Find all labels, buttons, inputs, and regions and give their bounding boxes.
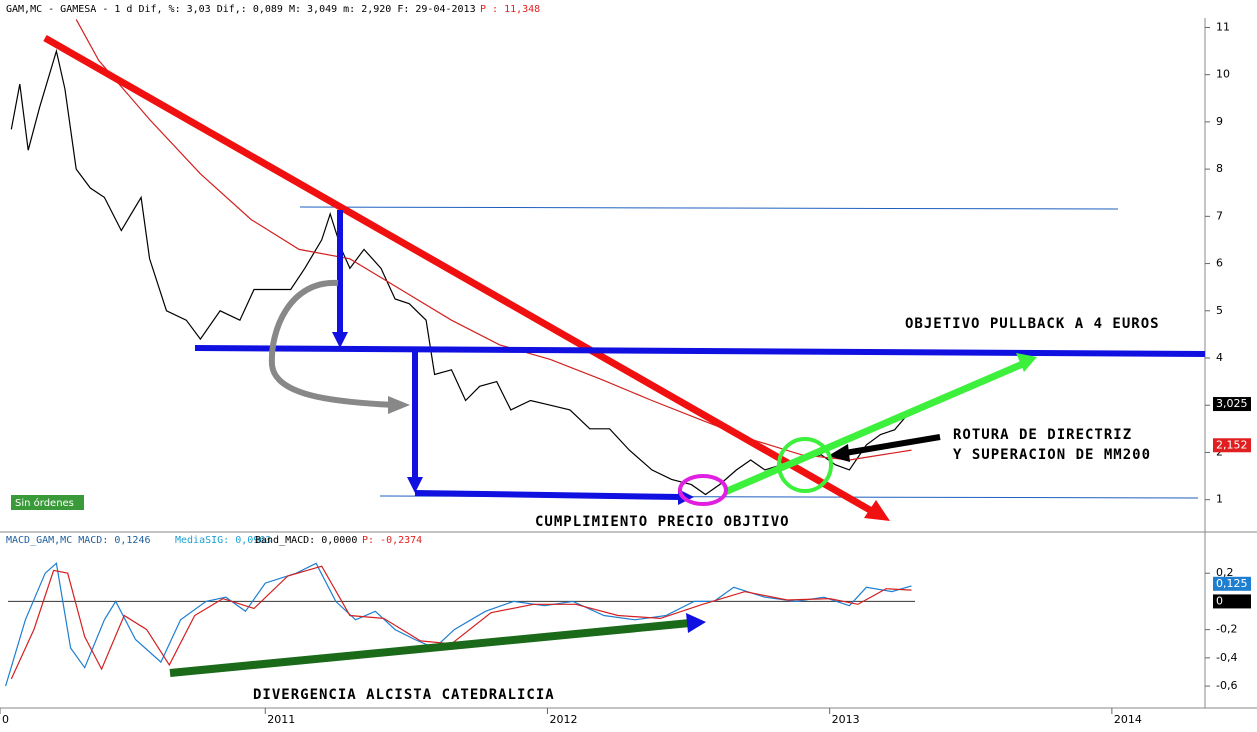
y-tick-label: 4 bbox=[1216, 351, 1223, 364]
arrow bbox=[844, 434, 941, 456]
macd-header: MACD_GAM,MC MACD: 0,1246 bbox=[6, 535, 151, 546]
y-tick-label: 6 bbox=[1216, 257, 1223, 270]
arrowhead bbox=[388, 396, 410, 414]
last-value-label: 0,125 bbox=[1216, 577, 1248, 590]
level-line bbox=[299, 206, 1119, 210]
x-tick-label: 2013 bbox=[832, 713, 860, 726]
x-tick-label: 2014 bbox=[1114, 713, 1142, 726]
pullback-line bbox=[194, 345, 1206, 357]
header: GAM,MC - GAMESA - 1 d Dif, %: 3,03 Dif,:… bbox=[6, 4, 476, 15]
y-tick-label: 11 bbox=[1216, 20, 1230, 33]
annotation: ROTURA DE DIRECTRIZ bbox=[953, 427, 1132, 443]
arrowhead bbox=[864, 500, 890, 521]
arrowhead bbox=[1016, 353, 1037, 372]
y-tick-label: -0,6 bbox=[1216, 679, 1237, 692]
annotation: OBJETIVO PULLBACK A 4 EUROS bbox=[905, 316, 1160, 332]
annotation: CUMPLIMIENTO PRECIO OBJTIVO bbox=[535, 514, 790, 530]
last-value-box bbox=[1213, 438, 1251, 453]
annotation: DIVERGENCIA ALCISTA CATEDRALICIA bbox=[253, 687, 555, 703]
series-line bbox=[5, 562, 912, 687]
y-tick-label: 7 bbox=[1216, 209, 1223, 222]
badge bbox=[11, 495, 84, 510]
series-line bbox=[10, 48, 912, 496]
y-tick-label: 1 bbox=[1216, 493, 1223, 506]
badge-text: Sin órdenes bbox=[15, 497, 74, 509]
circle bbox=[777, 437, 833, 493]
circle bbox=[678, 474, 728, 506]
last-value-box bbox=[1213, 594, 1251, 609]
last-value-label: 3,025 bbox=[1216, 397, 1248, 410]
arrow bbox=[169, 619, 691, 677]
y-tick-label: 9 bbox=[1216, 115, 1223, 128]
y-tick-label: 5 bbox=[1216, 304, 1223, 317]
arrowhead bbox=[407, 477, 423, 493]
x-tick-label: 2011 bbox=[267, 713, 295, 726]
macd-header: MediaSIG: 0,0963 bbox=[175, 535, 271, 546]
arrowhead bbox=[332, 332, 348, 348]
x-tick-label: 2012 bbox=[549, 713, 577, 726]
macd-header: P: -0,2374 bbox=[362, 535, 422, 546]
trendline bbox=[43, 34, 872, 514]
macd-header: Band_MACD: 0,0000 bbox=[255, 535, 357, 546]
y-tick-label: 8 bbox=[1216, 162, 1223, 175]
last-value-label: 2,152 bbox=[1216, 438, 1248, 451]
series-line bbox=[75, 19, 912, 461]
last-value-box bbox=[1213, 397, 1251, 412]
curve-arrow bbox=[268, 279, 396, 408]
arrowhead bbox=[828, 444, 850, 462]
last-value-box bbox=[1213, 576, 1251, 591]
arrow bbox=[723, 359, 1027, 496]
annotation: Y SUPERACION DE MM200 bbox=[953, 447, 1151, 463]
y-tick-label: -0,2 bbox=[1216, 623, 1237, 636]
x-tick-label: 0 bbox=[2, 713, 9, 726]
arrowhead bbox=[686, 613, 706, 633]
y-tick-label: 0,2 bbox=[1216, 566, 1234, 579]
last-value-label: 0 bbox=[1216, 594, 1223, 607]
arrow bbox=[414, 490, 681, 500]
y-tick-label: -0,4 bbox=[1216, 651, 1237, 664]
y-tick-label: 10 bbox=[1216, 68, 1230, 81]
header-p: P : 11,348 bbox=[480, 4, 540, 15]
series-line bbox=[10, 565, 912, 680]
